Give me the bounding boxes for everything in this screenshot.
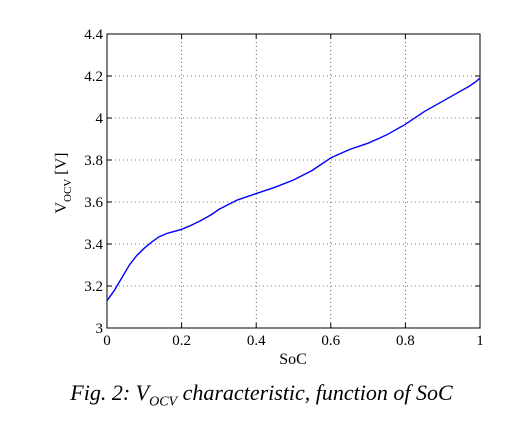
series-line (106, 77, 481, 302)
y-axis-label-base: V (53, 202, 70, 214)
x-tick-label: 0.2 (172, 333, 191, 349)
grid (107, 34, 480, 328)
figure-caption: Fig. 2: VOCV characteristic, function of… (0, 380, 523, 410)
x-tick-labels: 0 0.2 0.4 0.6 0.8 1 (103, 333, 484, 349)
plot-frame (106, 33, 481, 329)
x-tick-label: 0 (103, 333, 111, 349)
y-tick-label: 3.2 (84, 279, 103, 295)
y-axis-label-unit: [V] (53, 152, 70, 178)
y-axis-label-sub: OCV (62, 179, 74, 202)
y-tick-label: 3.8 (84, 153, 103, 169)
y-tick-label: 4.4 (84, 27, 103, 43)
y-axis-label: VOCV [V] (53, 152, 74, 213)
x-tick-label: 0.8 (396, 333, 415, 349)
caption-sub: OCV (149, 394, 178, 410)
x-tick-label: 0.4 (247, 333, 266, 349)
caption-suffix: characteristic, function of SoC (177, 380, 453, 405)
y-tick-labels: 3 3.2 3.4 3.6 3.8 4 4.2 4.4 (84, 27, 103, 337)
x-tick-label: 1 (476, 333, 484, 349)
axis-ticks (106, 33, 481, 329)
y-tick-label: 4.2 (84, 69, 103, 85)
x-axis-label: SoC (279, 351, 307, 368)
y-tick-label: 3.6 (84, 195, 103, 211)
y-tick-label: 3 (96, 321, 104, 337)
x-tick-label: 0.6 (321, 333, 340, 349)
y-tick-label: 3.4 (84, 237, 103, 253)
y-tick-label: 4 (96, 111, 104, 127)
caption-prefix: Fig. 2: V (70, 380, 150, 405)
